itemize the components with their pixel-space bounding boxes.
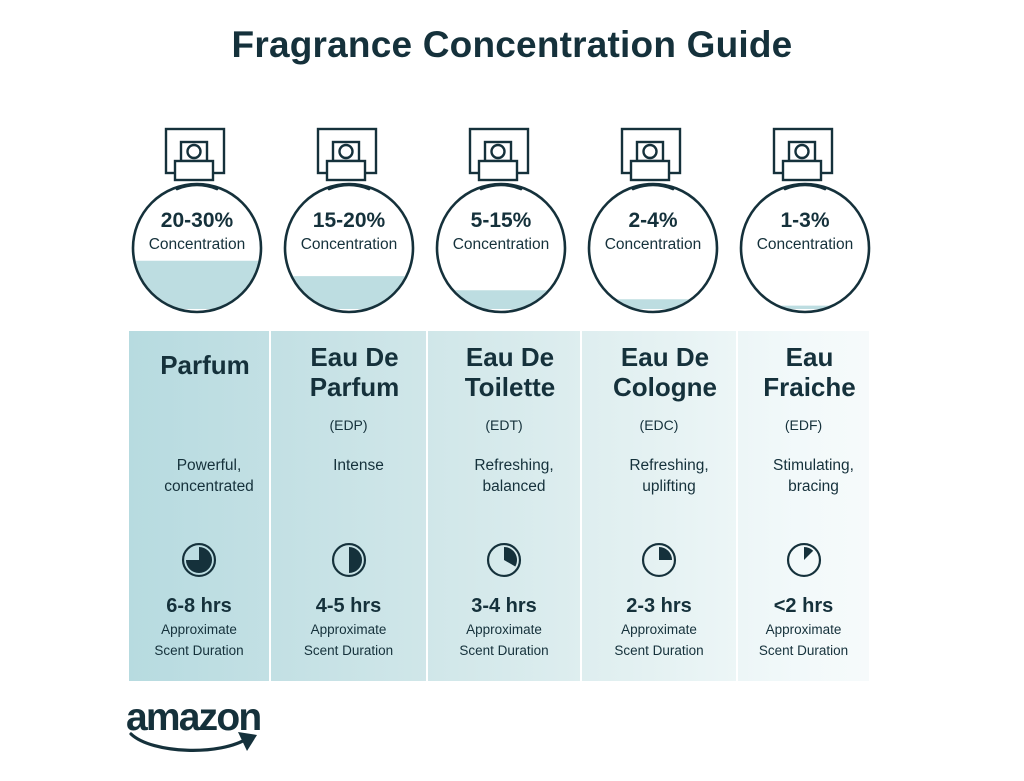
svg-text:Concentration: Concentration	[757, 236, 854, 253]
svg-text:2-4%: 2-4%	[628, 209, 677, 232]
svg-text:20-30%: 20-30%	[161, 209, 234, 232]
svg-text:15-20%: 15-20%	[313, 209, 386, 232]
svg-text:Concentration: Concentration	[301, 236, 398, 253]
svg-text:5-15%: 5-15%	[471, 209, 532, 232]
svg-text:1-3%: 1-3%	[780, 209, 829, 232]
svg-text:Concentration: Concentration	[149, 236, 246, 253]
svg-text:Concentration: Concentration	[453, 236, 550, 253]
svg-text:Concentration: Concentration	[605, 236, 702, 253]
